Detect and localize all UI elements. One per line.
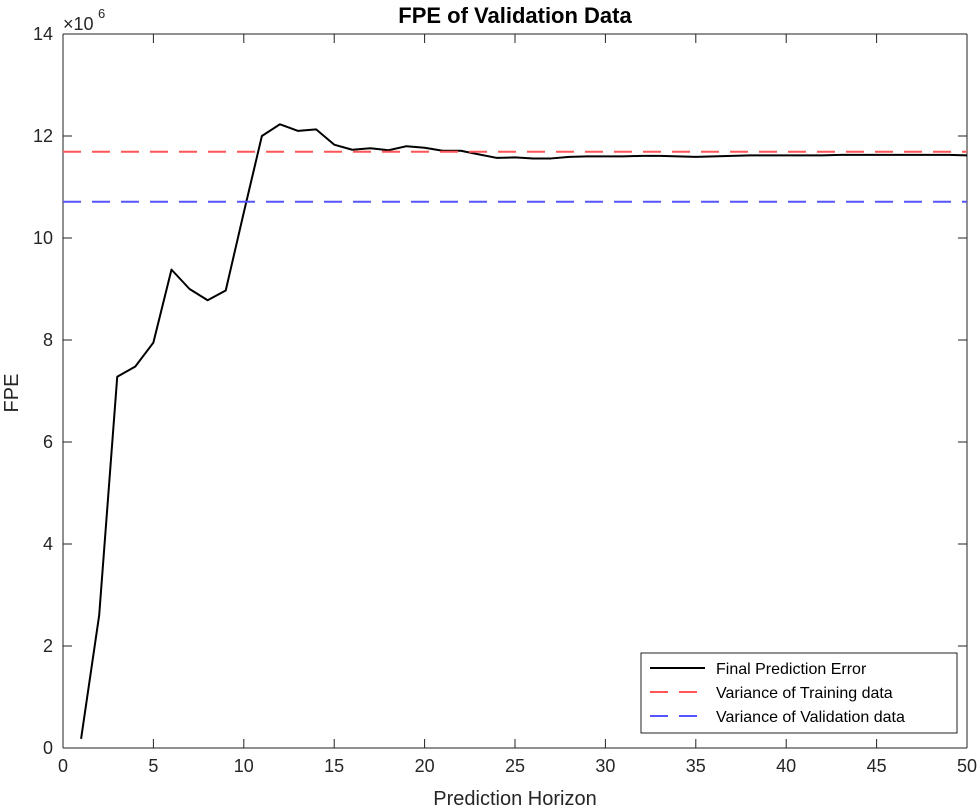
y-tick-label: 2: [43, 636, 53, 656]
x-tick-label: 25: [505, 756, 525, 776]
x-tick-label: 35: [686, 756, 706, 776]
y-tick-label: 14: [33, 24, 53, 44]
x-tick-label: 50: [957, 756, 977, 776]
x-tick-label: 45: [867, 756, 887, 776]
x-tick-label: 15: [324, 756, 344, 776]
axes-group: [62, 33, 968, 749]
y-tick-label: 12: [33, 126, 53, 146]
final-prediction-error-line: [80, 123, 968, 739]
y-tick-label: 4: [43, 534, 53, 554]
y-exponent-power: 6: [98, 6, 105, 21]
x-tick-label: 30: [595, 756, 615, 776]
y-tick-label: 6: [43, 432, 53, 452]
x-tick-label: 40: [776, 756, 796, 776]
y-exponent-base: ×10: [63, 14, 94, 34]
y-tick-label: 8: [43, 330, 53, 350]
x-ticks-group: 0 5 10 15 20 25 30 35 40 45 50: [58, 34, 977, 776]
series-group: [63, 123, 968, 739]
x-tick-label: 0: [58, 756, 68, 776]
y-axis-title: FPE: [1, 374, 23, 413]
x-tick-label: 5: [148, 756, 158, 776]
y-axis-exponent: ×10 6: [63, 6, 105, 34]
y-ticks-group: 0 2 4 6 8 10 12 14: [33, 24, 967, 758]
x-tick-label: 10: [234, 756, 254, 776]
y-tick-label: 0: [43, 738, 53, 758]
x-tick-label: 20: [415, 756, 435, 776]
legend-label: Variance of Validation data: [716, 709, 905, 726]
x-axis-title: Prediction Horizon: [433, 788, 596, 808]
legend-label: Variance of Training data: [716, 685, 893, 702]
legend-label: Final Prediction Error: [716, 661, 867, 678]
legend: Final Prediction Error Variance of Traini…: [640, 652, 958, 734]
y-tick-label: 10: [33, 228, 53, 248]
chart-title: FPE of Validation Data: [398, 3, 632, 28]
